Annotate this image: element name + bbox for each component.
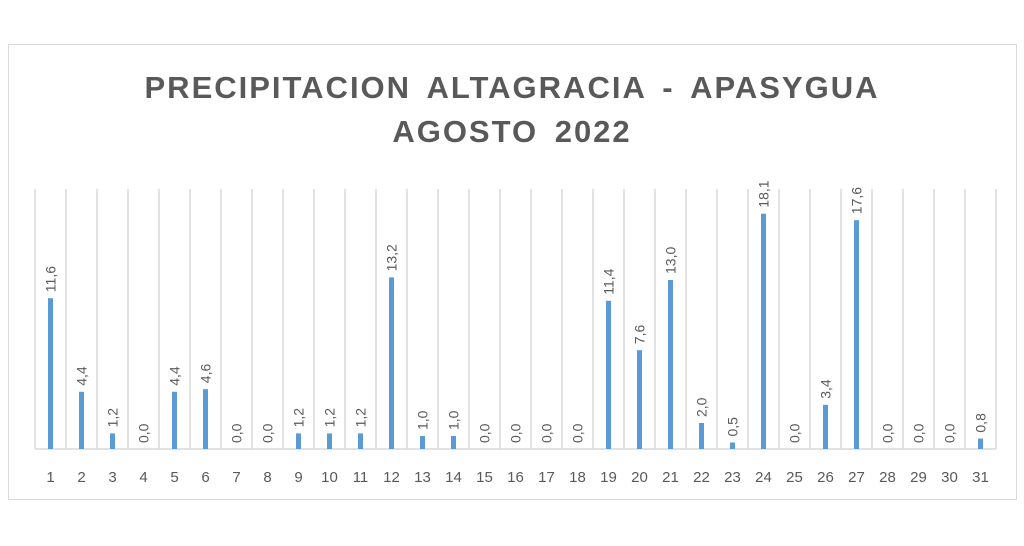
data-label: 1,0 xyxy=(446,410,462,430)
bar xyxy=(79,391,84,449)
x-tick-label: 24 xyxy=(755,469,772,486)
data-label: 0,0 xyxy=(787,423,803,443)
bar xyxy=(668,280,673,449)
x-tick-label: 16 xyxy=(507,469,524,486)
data-label: 1,2 xyxy=(322,408,338,428)
bar xyxy=(730,442,735,449)
data-label: 0,8 xyxy=(973,413,989,433)
bar xyxy=(172,391,177,449)
x-tick-label: 14 xyxy=(445,469,462,486)
data-label: 13,0 xyxy=(663,247,679,274)
data-label: 2,0 xyxy=(694,397,710,417)
data-label: 3,4 xyxy=(818,379,834,399)
bar xyxy=(420,436,425,449)
x-tick-label: 17 xyxy=(538,469,555,486)
data-label: 0,0 xyxy=(477,423,493,443)
x-tick-label: 7 xyxy=(232,469,240,486)
data-label: 7,6 xyxy=(632,325,648,345)
x-tick-label: 13 xyxy=(414,469,431,486)
data-label: 0,0 xyxy=(136,423,152,443)
bar xyxy=(389,277,394,449)
bar xyxy=(327,433,332,449)
data-label: 0,0 xyxy=(539,423,555,443)
data-label: 1,2 xyxy=(105,408,121,428)
data-label: 0,5 xyxy=(725,417,741,437)
data-label: 0,0 xyxy=(229,423,245,443)
x-tick-label: 28 xyxy=(879,469,896,486)
x-tick-label: 9 xyxy=(294,469,302,486)
bar xyxy=(761,213,766,449)
data-label: 1,0 xyxy=(415,410,431,430)
bar xyxy=(699,423,704,449)
x-tick-label: 29 xyxy=(910,469,927,486)
bar xyxy=(606,300,611,449)
bar xyxy=(110,433,115,449)
x-tick-label: 31 xyxy=(972,469,989,486)
chart-frame xyxy=(8,44,1017,500)
x-tick-label: 21 xyxy=(662,469,679,486)
x-tick-label: 27 xyxy=(848,469,865,486)
bar xyxy=(48,298,53,449)
x-tick-label: 19 xyxy=(600,469,617,486)
data-label: 0,0 xyxy=(880,423,896,443)
x-tick-label: 10 xyxy=(321,469,338,486)
x-tick-label: 15 xyxy=(476,469,493,486)
x-tick-label: 20 xyxy=(631,469,648,486)
data-label: 0,0 xyxy=(508,423,524,443)
x-tick-label: 8 xyxy=(263,469,271,486)
bar xyxy=(978,438,983,449)
x-tick-label: 3 xyxy=(108,469,116,486)
x-tick-label: 2 xyxy=(77,469,85,486)
data-label: 4,6 xyxy=(198,364,214,384)
x-tick-label: 25 xyxy=(786,469,803,486)
x-tick-label: 5 xyxy=(170,469,178,486)
x-tick-label: 30 xyxy=(941,469,958,486)
bar xyxy=(451,436,456,449)
data-label: 1,2 xyxy=(291,408,307,428)
data-label: 0,0 xyxy=(570,423,586,443)
data-label: 11,6 xyxy=(43,266,59,292)
data-label: 13,2 xyxy=(384,244,400,271)
x-tick-label: 11 xyxy=(353,469,369,486)
data-label: 0,0 xyxy=(911,423,927,443)
x-tick-label: 18 xyxy=(569,469,586,486)
data-label: 4,4 xyxy=(74,366,90,386)
data-label: 1,2 xyxy=(353,408,369,428)
bar xyxy=(358,433,363,449)
x-tick-label: 4 xyxy=(139,469,147,486)
bar xyxy=(854,220,859,449)
x-tick-label: 1 xyxy=(46,469,54,486)
x-tick-label: 23 xyxy=(724,469,741,486)
x-tick-label: 26 xyxy=(817,469,834,486)
data-label: 0,0 xyxy=(942,423,958,443)
bar xyxy=(203,389,208,449)
data-label: 17,6 xyxy=(849,187,865,214)
x-tick-label: 22 xyxy=(693,469,710,486)
chart-title-line-2: AGOSTO 2022 xyxy=(392,114,632,149)
x-tick-label: 12 xyxy=(383,469,400,486)
data-label: 11,4 xyxy=(601,268,617,294)
bar xyxy=(637,350,642,449)
data-label: 4,4 xyxy=(167,366,183,386)
data-label: 18,1 xyxy=(756,180,772,207)
bar xyxy=(296,433,301,449)
x-tick-label: 6 xyxy=(201,469,209,486)
data-label: 0,0 xyxy=(260,423,276,443)
bar xyxy=(823,404,828,449)
chart-title-line-1: PRECIPITACION ALTAGRACIA - APASYGUA xyxy=(144,70,880,105)
